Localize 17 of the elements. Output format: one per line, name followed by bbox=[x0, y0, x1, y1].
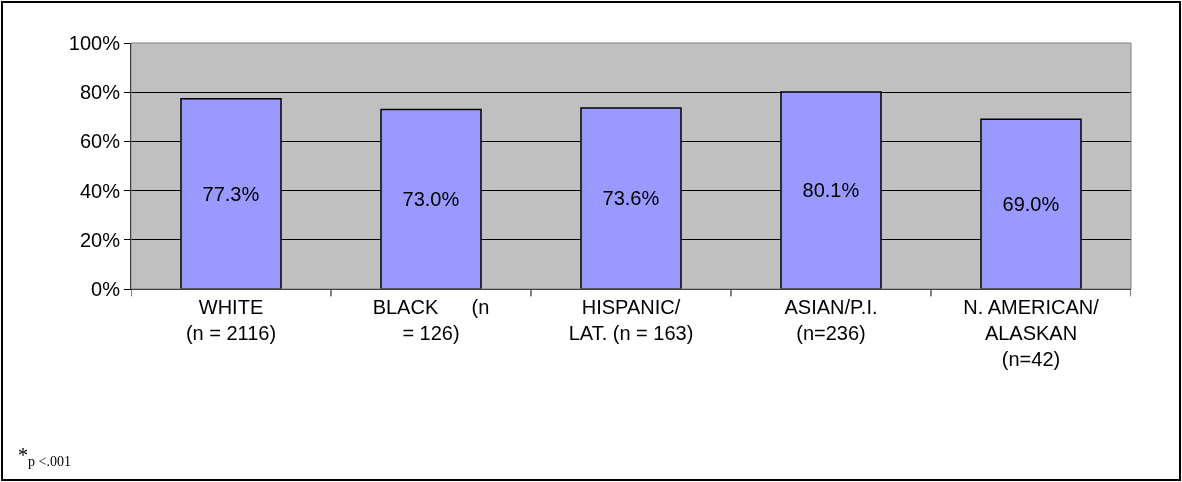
x-tick-label: WHITE (n = 2116) bbox=[185, 296, 277, 344]
y-tick-label: 40% bbox=[79, 179, 121, 202]
y-tick-label: 60% bbox=[79, 130, 121, 153]
data-label: 80.1% bbox=[802, 179, 860, 202]
data-label: 69.0% bbox=[1002, 193, 1060, 216]
y-tick-label: 80% bbox=[79, 81, 121, 104]
y-tick-label: 20% bbox=[79, 228, 121, 251]
y-tick-label: 100% bbox=[68, 32, 121, 54]
data-label: 73.0% bbox=[402, 188, 460, 211]
text: *$_{p <.001}$ bbox=[18, 444, 71, 470]
y-tick-label: 0% bbox=[91, 278, 121, 300]
data-label: 77.3% bbox=[202, 182, 260, 205]
x-tick-label: N. AMERICAN/ ALASKAN (n=42) bbox=[963, 296, 1100, 370]
data-label: 73.6% bbox=[602, 187, 660, 210]
x-tick-label: BLACK (n = 126) bbox=[372, 296, 490, 344]
x-tick-label: HISPANIC/ LAT. (n = 163) bbox=[568, 296, 694, 344]
x-tick-label: ASIAN/P.I. (n=236) bbox=[784, 296, 878, 344]
